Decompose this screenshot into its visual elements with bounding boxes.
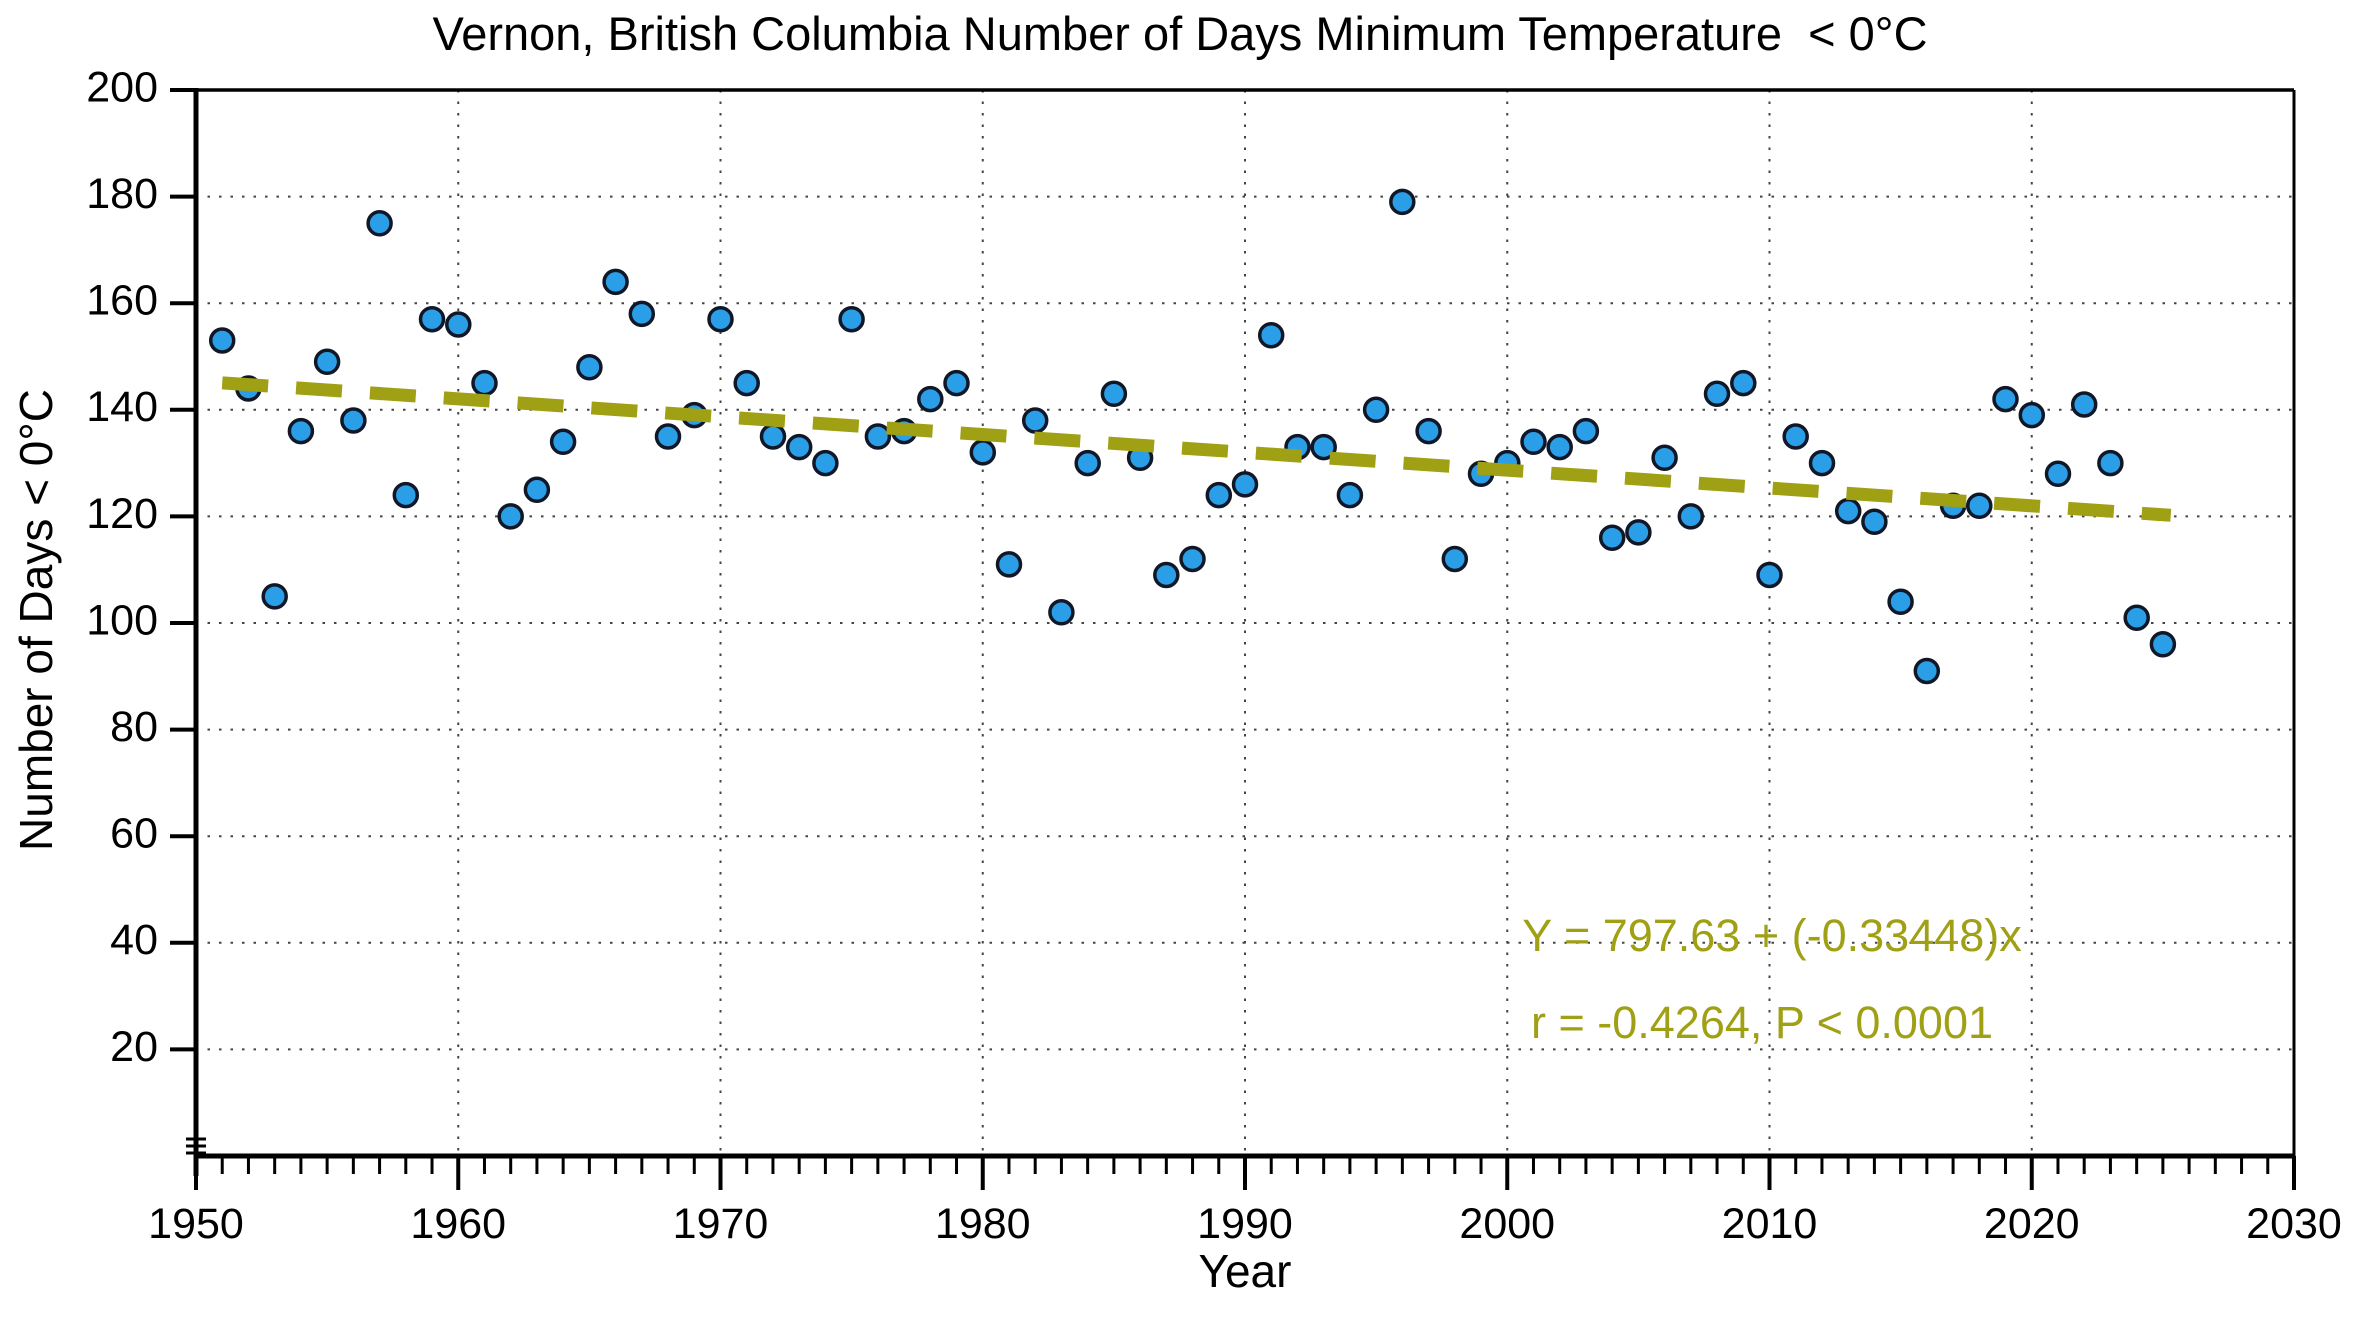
x-tick-label: 1960 xyxy=(410,1200,506,1248)
data-point: 1966: 164 xyxy=(602,268,629,296)
data-point: 1971: 145 xyxy=(733,369,760,397)
data-point: 1978: 142 xyxy=(917,385,944,413)
data-point: 1953: 105 xyxy=(261,583,288,610)
data-point: 1965: 148 xyxy=(576,353,603,381)
data-point: 2019: 142 xyxy=(1992,385,2019,413)
x-tick-label: 1970 xyxy=(673,1200,769,1248)
data-point: 2009: 145 xyxy=(1730,369,1757,397)
data-point: 2016: 91 xyxy=(1913,657,1941,685)
data-point: 1960: 156 xyxy=(445,311,472,338)
y-axis-break-icon xyxy=(186,1137,206,1155)
data-point: 1989: 124 xyxy=(1205,481,1233,509)
data-point: 1976: 135 xyxy=(864,423,892,450)
data-point: 1975: 157 xyxy=(838,305,865,333)
data-point: 2015: 104 xyxy=(1887,588,1914,615)
data-point: 1991: 154 xyxy=(1257,321,1285,349)
data-point: 2005: 117 xyxy=(1625,519,1652,546)
data-point: 1995: 140 xyxy=(1362,396,1390,424)
data-point: 1993: 133 xyxy=(1310,433,1337,461)
y-tick-label: 100 xyxy=(86,596,158,644)
data-point: 2003: 136 xyxy=(1572,417,1600,445)
y-tick-label: 160 xyxy=(86,277,158,325)
data-point: 2023: 130 xyxy=(2097,449,2124,477)
data-point: 1974: 130 xyxy=(812,449,839,477)
data-point: 1963: 125 xyxy=(523,476,551,504)
data-point: 1984: 130 xyxy=(1074,449,1101,477)
y-tick-label: 40 xyxy=(110,916,158,964)
y-tick-label: 120 xyxy=(86,490,158,538)
y-tick-label: 180 xyxy=(86,170,158,218)
data-point: 1955: 149 xyxy=(313,348,341,376)
data-point: 1958: 124 xyxy=(392,481,420,509)
trend-line xyxy=(221,376,2172,522)
chart-title: Vernon, British Columbia Number of Days … xyxy=(432,7,1928,60)
data-point: 2025: 96 xyxy=(2149,631,2177,658)
data-point: 2006: 131 xyxy=(1651,444,1678,472)
data-point: 1996: 179 xyxy=(1389,188,1416,216)
regression-equation: Y = 797.63 + (-0.33448)x xyxy=(1522,910,2022,961)
x-tick-label: 2030 xyxy=(2246,1200,2342,1248)
data-point: 1957: 175 xyxy=(366,210,393,237)
x-axis-label: Year xyxy=(1198,1245,1292,1297)
data-point: 2020: 139 xyxy=(2018,401,2046,429)
y-axis-ticks: 20 40 60 80 100 120 140 160 180 200 xyxy=(86,63,196,1071)
data-point: 1959: 157 xyxy=(418,305,446,333)
data-point: 1988: 112 xyxy=(1179,545,1206,573)
data-point: 1973: 133 xyxy=(785,433,813,461)
data-point: 2022: 141 xyxy=(2070,391,2098,418)
y-tick-label: 140 xyxy=(86,383,158,431)
y-tick-label: 80 xyxy=(110,703,158,751)
data-point: 2004: 116 xyxy=(1598,524,1626,551)
x-tick-label: 2010 xyxy=(1722,1200,1818,1248)
regression-statistics: r = -0.4264, P < 0.0001 xyxy=(1530,997,1994,1048)
data-point: 1983: 102 xyxy=(1048,599,1075,626)
data-point: 1997: 136 xyxy=(1415,417,1442,445)
data-point: 1994: 124 xyxy=(1336,481,1364,509)
data-point: 2011: 135 xyxy=(1782,423,1809,450)
data-point: 1970: 157 xyxy=(707,305,734,333)
x-tick-label: 1950 xyxy=(148,1200,244,1248)
data-point: 1987: 109 xyxy=(1153,561,1180,589)
data-point: 2021: 128 xyxy=(2044,460,2072,488)
plot-frame xyxy=(193,88,2296,1176)
data-point: 1979: 145 xyxy=(943,369,970,397)
x-tick-label: 1980 xyxy=(935,1200,1031,1248)
data-point: 1985: 143 xyxy=(1100,380,1128,408)
data-points: 1951: 1531952: 1441953: 1051954: 1361955… xyxy=(208,188,2177,685)
data-point: 2002: 133 xyxy=(1546,433,1573,461)
x-tick-label: 2000 xyxy=(1459,1200,1555,1248)
x-axis-ticks: 1950 1960 1970 1980 1990 2000 2010 2020 2030 xyxy=(148,1156,2342,1248)
data-point: 1964: 134 xyxy=(549,428,577,456)
y-tick-label: 60 xyxy=(110,810,158,858)
y-tick-label: 200 xyxy=(86,63,158,111)
data-point: 2010: 109 xyxy=(1756,561,1783,589)
data-point: 1968: 135 xyxy=(654,423,682,450)
data-point: 1998: 112 xyxy=(1441,545,1469,573)
data-point: 1951: 153 xyxy=(208,327,236,354)
data-point: 1967: 158 xyxy=(628,300,656,328)
data-point: 2008: 143 xyxy=(1703,380,1731,408)
data-point: 1962: 120 xyxy=(497,503,524,530)
x-tick-label: 2020 xyxy=(1984,1200,2080,1248)
data-point: 1981: 111 xyxy=(995,551,1023,578)
data-point: 1982: 138 xyxy=(1021,407,1049,434)
data-point: 2024: 101 xyxy=(2123,604,2150,631)
data-point: 1954: 136 xyxy=(287,417,315,445)
y-tick-label: 20 xyxy=(110,1023,158,1071)
x-tick-label: 1990 xyxy=(1197,1200,1293,1248)
data-point: 1956: 138 xyxy=(340,407,367,434)
data-point: 1972: 135 xyxy=(759,423,787,450)
data-point: 2013: 121 xyxy=(1834,497,1862,525)
gridlines xyxy=(196,90,2294,1156)
data-point: 1990: 126 xyxy=(1231,471,1259,498)
data-point: 2018: 122 xyxy=(1966,492,1993,519)
data-point: 2012: 130 xyxy=(1808,449,1836,477)
data-point: 1980: 132 xyxy=(969,439,997,466)
data-point: 1961: 145 xyxy=(471,369,498,397)
data-point: 2007: 120 xyxy=(1677,503,1705,530)
